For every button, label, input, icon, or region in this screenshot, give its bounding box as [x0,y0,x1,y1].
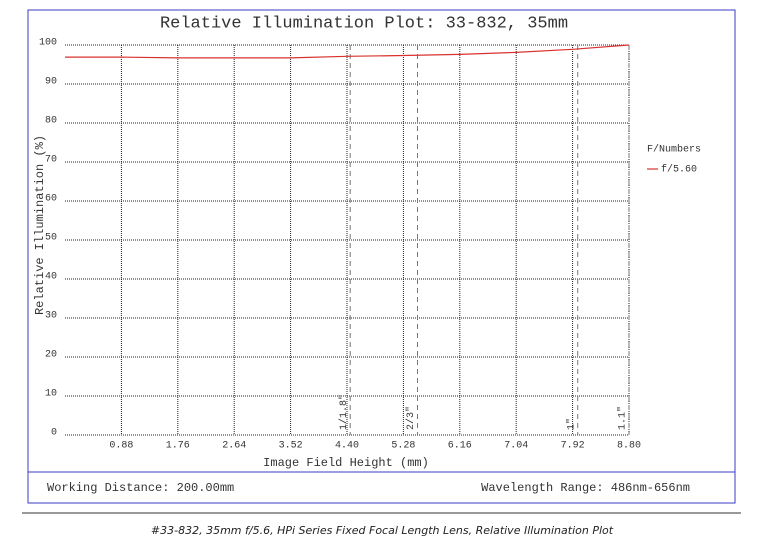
y-tick-label: 90 [45,77,57,88]
y-tick-label: 60 [45,194,57,205]
sensor-label: 1.1" [617,406,629,430]
x-axis-label: Image Field Height (mm) [263,456,429,470]
y-tick-label: 80 [45,116,57,127]
y-tick-label: 20 [45,350,57,361]
y-tick-label: 50 [45,233,57,244]
x-tick-label: 7.04 [504,441,528,452]
y-tick-label: 70 [45,155,57,166]
footer-left: Working Distance: 200.00mm [47,481,234,495]
y-tick-label: 100 [39,38,57,49]
y-axis-label: Relative Illumination (%) [33,135,47,315]
x-tick-label: 5.28 [391,441,415,452]
x-tick-label: 3.52 [279,441,303,452]
x-tick-label: 6.16 [448,441,472,452]
x-tick-label: 7.92 [561,441,585,452]
sensor-label: 2/3" [405,406,417,430]
y-tick-label: 40 [45,272,57,283]
y-tick-label: 10 [45,389,57,400]
sensor-label: 1" [565,418,577,430]
y-tick-label: 0 [51,428,57,439]
x-tick-label: 4.40 [335,441,359,452]
x-tick-label: 8.80 [617,441,641,452]
caption: #33-832, 35mm f/5.6, HPi Series Fixed Fo… [151,524,614,537]
x-tick-label: 2.64 [222,441,246,452]
x-tick-label: 1.76 [166,441,190,452]
x-tick-label: 0.88 [109,441,133,452]
footer-right: Wavelength Range: 486nm-656nm [481,481,690,495]
data-line [65,44,630,59]
sensor-label: 1/1.8" [338,394,350,430]
legend-title: F/Numbers [647,144,701,156]
legend-label: f/5.60 [661,164,697,176]
chart-title: Relative Illumination Plot: 33-832, 35mm [160,14,568,33]
y-tick-label: 30 [45,311,57,322]
frame [27,9,736,504]
